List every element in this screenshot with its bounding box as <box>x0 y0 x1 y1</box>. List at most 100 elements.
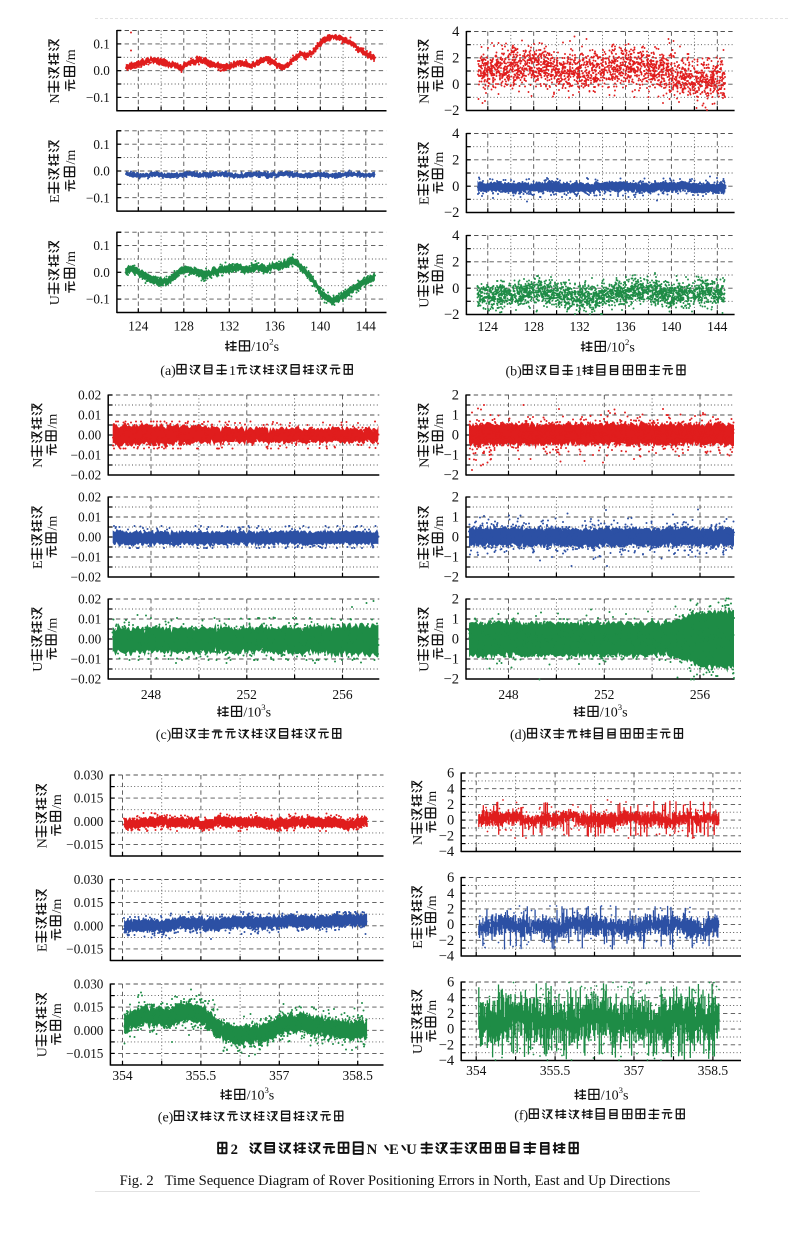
svg-text:−2: −2 <box>444 570 459 586</box>
svg-text:−0.01: −0.01 <box>71 652 102 667</box>
svg-text:s: s <box>629 341 634 356</box>
svg-text:248: 248 <box>141 687 162 702</box>
svg-text:132: 132 <box>219 319 239 334</box>
svg-text:354: 354 <box>466 1063 487 1078</box>
svg-text:Fig. 2 Time Sequence Diagram: Fig. 2 Time Sequence Diagram of Rover Po… <box>120 1173 671 1189</box>
svg-text:0: 0 <box>447 1022 454 1038</box>
svg-text:0.01: 0.01 <box>78 612 101 627</box>
svg-text:136: 136 <box>265 319 286 334</box>
svg-text:0.030: 0.030 <box>74 872 104 887</box>
svg-text:0.02: 0.02 <box>78 490 101 505</box>
svg-text:2: 2 <box>447 902 454 918</box>
svg-text:256: 256 <box>690 687 711 702</box>
svg-text:/m: /m <box>432 618 447 633</box>
svg-text:128: 128 <box>524 319 545 334</box>
svg-text:−0.1: −0.1 <box>86 90 110 105</box>
svg-text:4: 4 <box>452 228 460 244</box>
svg-text:1: 1 <box>452 612 459 628</box>
svg-text:0.000: 0.000 <box>74 1023 104 1038</box>
svg-text:/10: /10 <box>247 1089 265 1104</box>
svg-text:2: 2 <box>452 152 459 168</box>
svg-text:/10: /10 <box>251 340 269 355</box>
svg-text:−2: −2 <box>439 828 454 844</box>
svg-text:s: s <box>622 706 627 721</box>
svg-text:/m: /m <box>432 152 447 167</box>
svg-text:s: s <box>623 1089 628 1104</box>
svg-text:0: 0 <box>452 428 459 444</box>
svg-text:2: 2 <box>231 1142 238 1158</box>
svg-text:0.1: 0.1 <box>93 137 109 152</box>
svg-text:−1: −1 <box>444 652 459 668</box>
svg-text:0.0: 0.0 <box>93 265 110 280</box>
svg-text:/m: /m <box>425 1000 440 1015</box>
svg-text:0: 0 <box>447 917 454 933</box>
svg-text:252: 252 <box>237 687 257 702</box>
svg-text:/10: /10 <box>600 706 618 721</box>
svg-text:0: 0 <box>452 77 459 93</box>
svg-text:248: 248 <box>498 687 519 702</box>
svg-text:U: U <box>31 662 46 672</box>
svg-text:−2: −2 <box>439 933 454 949</box>
svg-text:U: U <box>406 1142 417 1158</box>
svg-text:−2: −2 <box>444 307 459 323</box>
svg-text:s: s <box>266 706 271 721</box>
svg-text:N: N <box>417 94 432 104</box>
svg-text:6: 6 <box>447 870 454 886</box>
svg-text:−0.015: −0.015 <box>66 1046 104 1061</box>
svg-text:2: 2 <box>452 50 459 66</box>
svg-text:0.1: 0.1 <box>93 238 109 253</box>
svg-text:U: U <box>411 1044 426 1054</box>
svg-text:0.02: 0.02 <box>78 388 101 403</box>
svg-text:0.00: 0.00 <box>78 428 101 443</box>
svg-text:2: 2 <box>447 797 454 813</box>
svg-text:1: 1 <box>452 408 459 424</box>
svg-text:0.01: 0.01 <box>78 408 101 423</box>
svg-text:/m: /m <box>425 791 440 806</box>
svg-text:−0.02: −0.02 <box>71 468 102 483</box>
svg-text:0.00: 0.00 <box>78 632 101 647</box>
svg-text:0.015: 0.015 <box>74 895 104 910</box>
svg-text:U: U <box>417 298 432 308</box>
svg-text:/m: /m <box>432 254 447 269</box>
svg-text:4: 4 <box>447 886 455 902</box>
svg-text:s: s <box>269 1089 274 1104</box>
svg-text:0: 0 <box>452 530 459 546</box>
svg-text:0.000: 0.000 <box>74 918 104 933</box>
svg-text:140: 140 <box>310 319 331 334</box>
svg-text:(c): (c) <box>156 728 172 743</box>
svg-text:0.0: 0.0 <box>93 164 110 179</box>
svg-text:2: 2 <box>452 254 459 270</box>
svg-text:N: N <box>367 1142 378 1158</box>
svg-text:/m: /m <box>432 516 447 531</box>
svg-text:−2: −2 <box>444 205 459 221</box>
svg-text:354: 354 <box>112 1068 133 1083</box>
svg-text:/m: /m <box>45 414 60 429</box>
svg-text:/m: /m <box>50 899 65 914</box>
svg-text:0: 0 <box>447 813 454 829</box>
svg-text:E: E <box>389 1142 399 1158</box>
svg-text:/m: /m <box>432 50 447 65</box>
svg-text:252: 252 <box>594 687 614 702</box>
svg-text:2: 2 <box>452 490 459 506</box>
svg-text:132: 132 <box>569 319 589 334</box>
svg-text:−0.01: −0.01 <box>71 448 102 463</box>
svg-text:N: N <box>35 838 50 848</box>
svg-text:358.5: 358.5 <box>343 1068 374 1083</box>
svg-text:140: 140 <box>661 319 682 334</box>
svg-text:/10: /10 <box>601 1089 619 1104</box>
svg-text:1: 1 <box>452 510 459 526</box>
svg-text:0.030: 0.030 <box>74 768 104 783</box>
svg-text:N: N <box>48 93 63 103</box>
svg-text:(b): (b) <box>506 365 523 380</box>
svg-text:−0.1: −0.1 <box>86 292 110 307</box>
svg-text:3: 3 <box>261 702 265 712</box>
svg-text:(f): (f) <box>514 1109 528 1124</box>
svg-text:3: 3 <box>618 702 622 712</box>
svg-text:2: 2 <box>269 337 273 347</box>
svg-text:0.1: 0.1 <box>93 37 109 52</box>
svg-text:/m: /m <box>50 794 65 809</box>
svg-text:/m: /m <box>425 895 440 910</box>
svg-text:−1: −1 <box>444 550 459 566</box>
svg-text:−4: −4 <box>439 949 455 965</box>
svg-text:−0.02: −0.02 <box>71 672 102 687</box>
